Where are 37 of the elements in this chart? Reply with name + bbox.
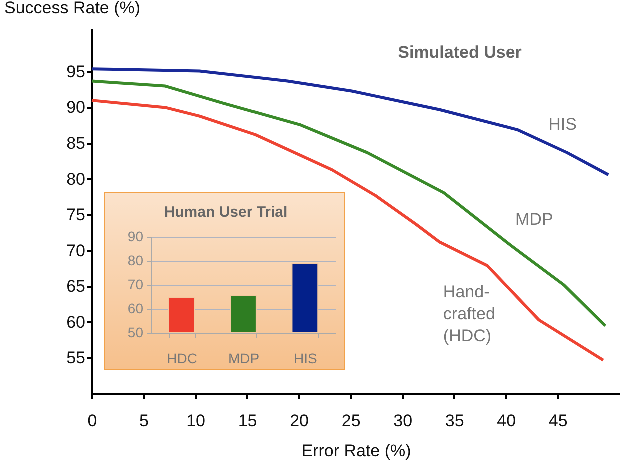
y-tick-label: 95 [66,62,86,82]
y-tick-label: 90 [128,228,144,244]
text: Simulated User [398,43,522,62]
series-label: HIS [548,115,577,134]
series-label: MDP [516,210,554,230]
x-tick-label: MDP [228,350,260,366]
x-tick-label: HIS [294,350,318,366]
y-tick-label: 55 [66,348,86,368]
y-tick-label: 85 [66,134,86,154]
y-tick-label: 50 [128,324,144,340]
y-tick-label: 70 [66,241,86,260]
y-tick-label: 65 [66,277,86,296]
y-tick-label: 70 [128,276,144,292]
y-axis-title: Success Rate (%) [4,0,141,18]
x-tick-label: 15 [238,412,258,430]
x-tick-label: 10 [186,412,206,430]
y-tick-label: 60 [66,312,86,332]
y-tick-label: 60 [128,300,144,316]
x-tick-label: 25 [342,412,361,430]
x-axis-title: Error Rate (%) [302,442,412,460]
x-tick-label: 35 [445,412,464,430]
x-tick-label: 20 [290,412,310,430]
x-tick-label: 45 [548,412,568,430]
series-label: Hand-crafted (HDC) [443,282,496,346]
line-series [90,99,605,362]
y-tick-label: 80 [128,252,144,268]
y-tick-label: 80 [66,170,86,189]
x-tick-label: 0 [88,412,98,430]
y-tick-label: 90 [66,98,86,118]
line-series [90,68,610,176]
line-series [90,80,608,328]
y-tick-label: 75 [66,206,86,225]
chart-title: Human User Trial [164,204,288,221]
x-tick-label: 5 [140,412,149,430]
x-tick-label: 40 [497,412,516,430]
x-tick-label: HDC [167,350,198,366]
x-tick-label: 30 [394,412,413,430]
